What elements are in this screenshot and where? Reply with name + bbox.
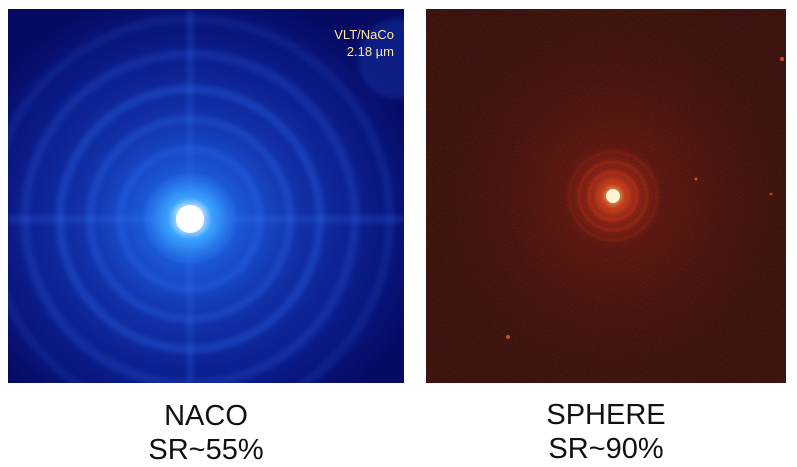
naco-psf-image: VLT/NaCo 2.18 µm	[8, 9, 404, 383]
wavelength-label: 2.18 µm	[346, 44, 394, 59]
strehl-ratio: SR~90%	[548, 433, 664, 465]
naco-caption: NACO SR~55%	[8, 399, 404, 467]
strehl-ratio: SR~55%	[148, 434, 264, 466]
instrument-name: SPHERE	[546, 399, 666, 431]
instrument-label: VLT/NaCo	[334, 27, 394, 42]
sphere-psf-image	[426, 9, 786, 383]
instrument-name: NACO	[164, 400, 248, 432]
sphere-caption: SPHERE SR~90%	[426, 398, 786, 466]
